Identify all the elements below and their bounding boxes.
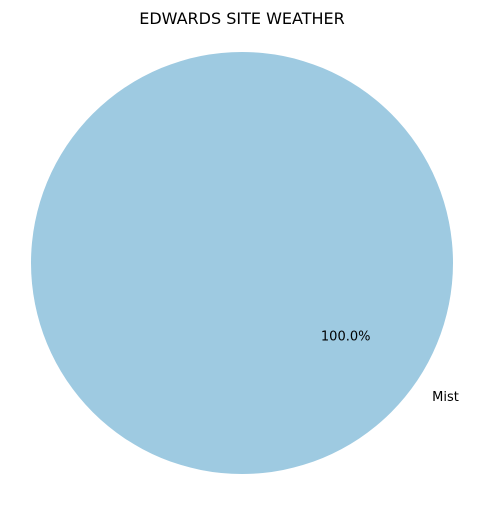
pie-slice-mist [31, 52, 453, 474]
slice-label: Mist [432, 390, 459, 405]
slice-percent-label: 100.0% [321, 330, 371, 345]
pie-labels: Mist 100.0% [321, 330, 459, 406]
pie-slices [31, 52, 453, 474]
chart-title: EDWARDS SITE WEATHER [139, 9, 345, 28]
